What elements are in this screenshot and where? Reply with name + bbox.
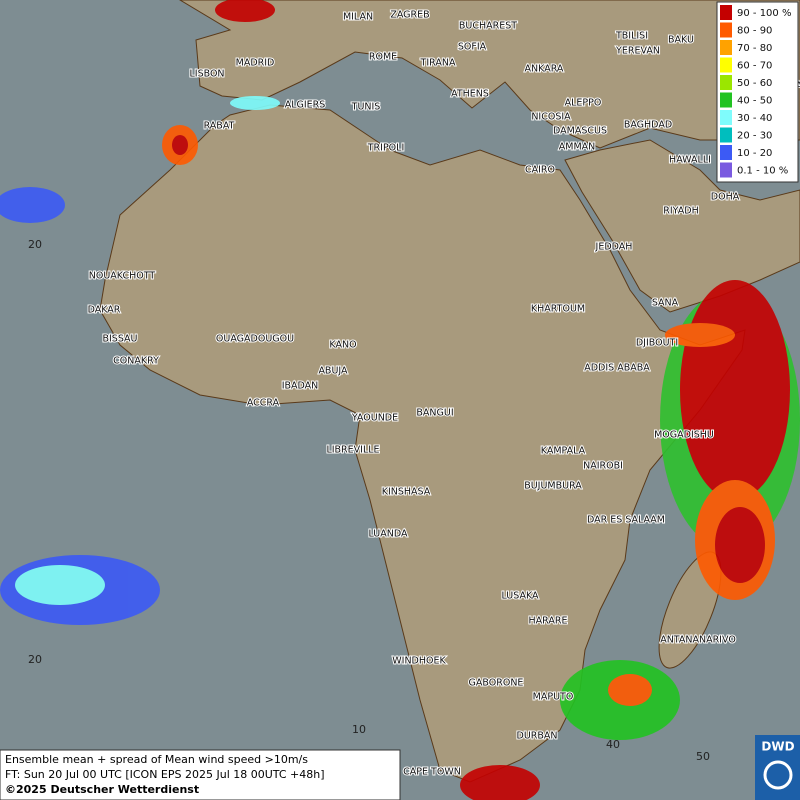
grid-label: 20 (28, 238, 42, 251)
city-label: LISBON (189, 69, 224, 80)
legend: 90 - 100 % 80 - 90 70 - 80 60 - 70 50 - 60 40… (716, 1, 799, 183)
city-label: DAR ES SALAAM (587, 515, 665, 526)
city-label: DAKAR (88, 305, 121, 316)
city-label: AMMAN (559, 142, 596, 153)
city-label: TBILISI (615, 31, 648, 42)
city-label: LUSAKA (501, 591, 539, 602)
legend-label: 70 - 80 (737, 43, 772, 54)
city-label: SOFIA (458, 42, 487, 53)
legend-label: 20 - 30 (737, 131, 772, 142)
legend-swatch (720, 5, 732, 20)
legend-swatch (720, 162, 732, 178)
logo: DWD (755, 735, 800, 800)
city-label: BANGUI (416, 408, 453, 419)
city-label: DURBAN (517, 731, 558, 742)
grid-label: 50 (696, 750, 710, 763)
legend-swatch (720, 110, 732, 125)
footer-line: ©2025 Deutscher Wetterdienst (5, 783, 199, 796)
city-label: ALEPPO (565, 98, 602, 109)
city-label: ACCRA (247, 398, 280, 409)
city-label: ATHENS (451, 89, 489, 100)
city-label: MOGADISHU (654, 430, 714, 441)
city-label: KANO (329, 340, 356, 351)
city-label: ANTANANARIVO (660, 635, 736, 646)
city-label: MAPUTO (533, 692, 574, 703)
legend-swatch (720, 127, 732, 143)
city-label: CONAKRY (113, 356, 159, 367)
city-label: KHARTOUM (531, 304, 585, 315)
city-label: SANA (652, 298, 679, 309)
city-label: YAOUNDE (351, 413, 398, 424)
legend-swatch (720, 75, 732, 90)
city-label: RABAT (204, 121, 235, 132)
city-label: GABORONE (469, 678, 524, 689)
grid-label: 20 (28, 653, 42, 666)
city-label: WINDHOEK (392, 656, 446, 667)
city-label: TUNIS (351, 102, 381, 113)
legend-label: 40 - 50 (737, 96, 772, 107)
land (99, 0, 800, 783)
grid-label: 40 (606, 738, 620, 751)
city-label: MADRID (236, 58, 275, 69)
city-label: MILAN (343, 12, 373, 23)
city-label: LUANDA (368, 529, 408, 540)
legend-swatch (720, 57, 732, 73)
city-label: KAMPALA (541, 446, 586, 457)
city-label: JEDDAH (595, 242, 633, 253)
legend-label: 80 - 90 (737, 26, 772, 37)
grid-label: 10 (352, 723, 366, 736)
city-label: ABUJA (318, 366, 348, 377)
legend-label: 10 - 20 (737, 148, 772, 159)
footer: Ensemble mean + spread of Mean wind spee… (0, 749, 401, 800)
city-label: HARARE (529, 616, 568, 627)
city-label: DJIBOUTI (636, 338, 678, 349)
city-label: KINSHASA (382, 487, 431, 498)
city-label: BUJUMBURA (524, 481, 582, 492)
city-label: DOHA (711, 192, 740, 203)
legend-label: 90 - 100 % (737, 8, 791, 19)
city-label: NOUAKCHOTT (89, 271, 156, 282)
city-label: IBADAN (282, 381, 319, 392)
city-label: YEREVAN (615, 46, 660, 57)
footer-box (0, 749, 401, 800)
city-label: ADDIS ABABA (584, 363, 650, 374)
city-label: DAMASCUS (553, 126, 607, 137)
city-label: ALGIERS (285, 100, 326, 111)
logo-text: DWD (761, 740, 794, 754)
city-labels: MILAN ZAGREB BUCHAREST SOFIA TBILISI BAKU YERE… (87, 9, 800, 779)
legend-swatch (720, 40, 732, 55)
logo-icon (763, 760, 793, 790)
legend-swatch (720, 22, 732, 38)
city-label: RIYADH (663, 206, 698, 217)
city-label: ZAGREB (390, 10, 429, 21)
city-label: CAPE TOWN (403, 767, 461, 778)
city-label: NICOSIA (531, 112, 571, 123)
city-label: LIBREVILLE (326, 445, 379, 456)
city-label: BUCHAREST (459, 21, 517, 32)
city-label: NAIROBI (583, 461, 623, 472)
legend-label: 60 - 70 (737, 61, 772, 72)
grid-labels: 20 20 10 40 50 (28, 238, 710, 763)
city-label: BAKU (668, 35, 694, 46)
city-label: BAGHDAD (624, 120, 672, 131)
city-label: CAIRO (525, 165, 555, 176)
city-label: ANKARA (525, 64, 564, 75)
city-label: BISSAU (102, 334, 137, 345)
legend-label: 30 - 40 (737, 113, 772, 124)
footer-line: FT: Sun 20 Jul 00 UTC [ICON EPS 2025 Jul… (5, 768, 325, 781)
legend-label: 0.1 - 10 % (737, 166, 788, 177)
city-label: OUAGADOUGOU (216, 334, 294, 345)
city-label: TRIPOLI (367, 143, 405, 154)
city-label: HAWALLI (669, 155, 711, 166)
city-label: TIRANA (420, 58, 456, 69)
legend-swatch (720, 145, 732, 160)
legend-swatch (720, 92, 732, 108)
legend-label: 50 - 60 (737, 78, 772, 89)
city-label: ROME (369, 52, 397, 63)
footer-line: Ensemble mean + spread of Mean wind spee… (5, 753, 308, 766)
